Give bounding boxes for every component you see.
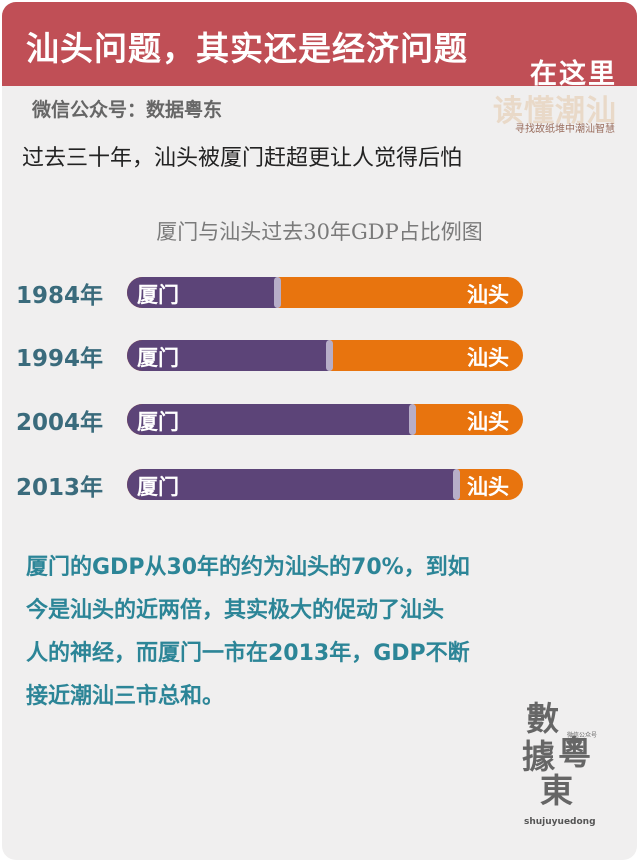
xiamen-label: 厦门	[137, 346, 179, 370]
seal-caption: 微信公众号	[567, 732, 598, 739]
year-label: 2004年	[16, 410, 104, 436]
shantou-label: 汕头	[467, 346, 509, 370]
xiamen-bar: 厦门	[127, 404, 416, 435]
xiamen-bar: 厦门	[127, 340, 333, 371]
paragraph-line: 厦门的GDP从30年的约为汕头的70%，到如	[26, 555, 470, 580]
seal-latin: shujuyuedong	[524, 817, 596, 827]
brand-slogan: 在这里	[530, 59, 617, 90]
account-name: 微信公众号：数据粤东	[32, 99, 223, 121]
seal-char: 據	[522, 737, 555, 776]
lead-text: 过去三十年，汕头被厦门赶超更让人觉得后怕	[22, 146, 463, 171]
chart-title: 厦门与汕头过去30年GDP占比例图	[156, 220, 483, 244]
seal-char: 東	[540, 771, 573, 810]
stacked-bar: 厦门 汕头	[127, 469, 523, 500]
brand-tagline: 寻找故纸堆中潮汕智慧	[515, 124, 615, 135]
xiamen-bar: 厦门	[127, 469, 460, 500]
xiamen-label: 厦门	[137, 475, 179, 499]
shantou-label: 汕头	[467, 283, 509, 307]
year-label: 1994年	[16, 346, 104, 372]
page-title: 汕头问题，其实还是经济问题	[26, 29, 468, 68]
xiamen-label: 厦门	[137, 283, 179, 307]
xiamen-bar: 厦门	[127, 277, 281, 308]
watermark-seal: 數 微信公众号 據 粵 東 shujuyuedong	[522, 702, 622, 832]
stacked-bar: 厦门 汕头	[127, 404, 523, 435]
shantou-label: 汕头	[467, 410, 509, 434]
stacked-bar: 厦门 汕头	[127, 340, 523, 371]
stacked-bar: 厦门 汕头	[127, 277, 523, 308]
summary-paragraph: 厦门的GDP从30年的约为汕头的70%，到如 今是汕头的近两倍，其实极大的促动了…	[26, 546, 496, 718]
header-banner: 汕头问题，其实还是经济问题	[2, 2, 637, 86]
seal-char: 粵	[558, 733, 591, 772]
brand-logo-text: 读懂潮汕	[493, 94, 617, 129]
xiamen-label: 厦门	[137, 410, 179, 434]
year-label: 1984年	[16, 283, 104, 309]
shantou-label: 汕头	[467, 475, 509, 499]
year-label: 2013年	[16, 475, 104, 501]
paragraph-line: 接近潮汕三市总和。	[26, 684, 225, 709]
seal-char: 數	[526, 699, 559, 738]
paragraph-line: 今是汕头的近两倍，其实极大的促动了汕头	[26, 598, 445, 623]
paragraph-line: 人的神经，而厦门一市在2013年，GDP不断	[26, 641, 470, 666]
